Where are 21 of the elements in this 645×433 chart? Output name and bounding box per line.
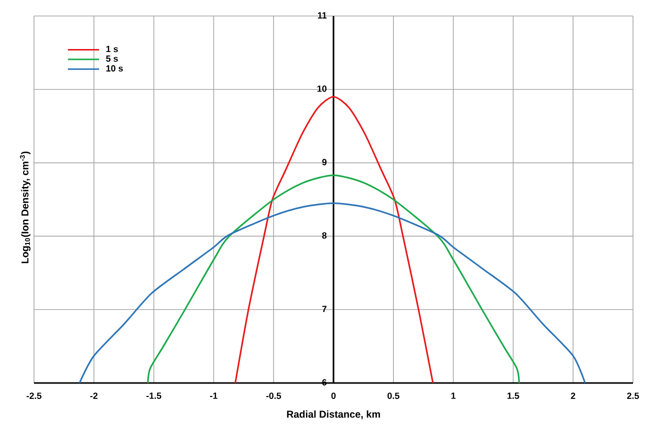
x-tick-label: -0.5 <box>266 392 282 399</box>
y-tick-label: 10 <box>317 86 326 92</box>
x-tick-label: 1 <box>451 392 456 399</box>
legend-label: 5 s <box>106 56 118 62</box>
x-tick-label: 0 <box>331 392 336 399</box>
x-tick-label: 2.5 <box>627 392 639 399</box>
x-tick-label: 2 <box>570 392 576 399</box>
x-tick-label: -2 <box>90 392 98 399</box>
x-tick-label: -1 <box>210 392 218 399</box>
y-tick-label: 7 <box>322 306 326 312</box>
x-tick-label: 1.5 <box>508 392 520 399</box>
y-axis-title: Log$_{10}$(Ion Density, cm$^{-3}$) <box>20 152 30 264</box>
y-tick-label: 9 <box>322 158 327 166</box>
x-tick-label: -1.5 <box>146 392 162 399</box>
y-tick-label: 8 <box>322 232 327 239</box>
x-tick-label: -2.5 <box>26 392 42 399</box>
legend-label: 1 s <box>106 46 118 52</box>
x-tick-label: 0.5 <box>388 392 400 399</box>
legend-label: 10 s <box>106 65 123 72</box>
y-tick-label: 11 <box>318 12 327 18</box>
x-axis-title: Radial Distance, km <box>287 410 380 420</box>
